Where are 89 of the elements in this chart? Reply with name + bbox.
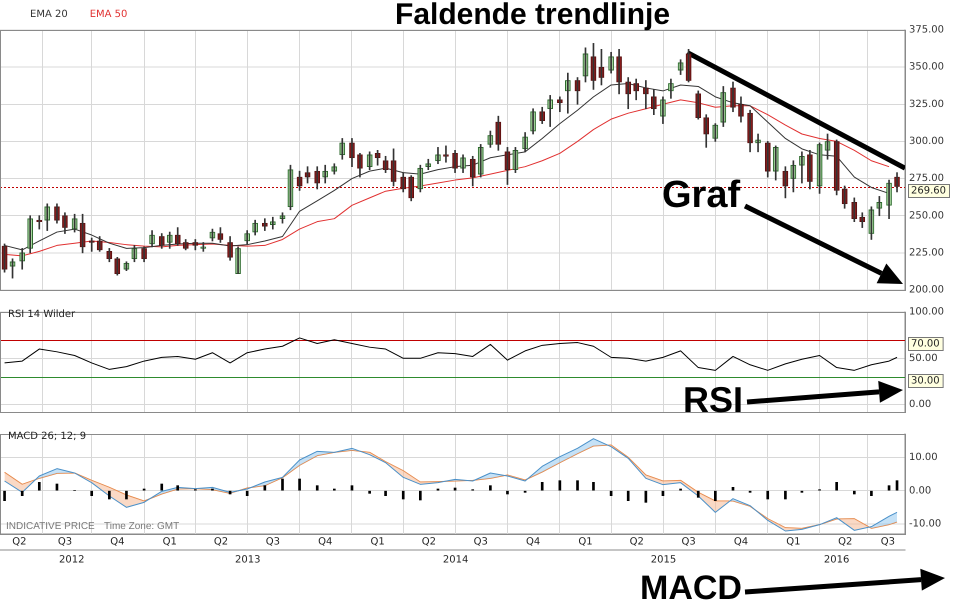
bar [835,482,838,490]
x-tick-label: Q2 [12,536,26,548]
bar [540,482,544,490]
x-tick-label: Q3 [474,536,488,548]
bar [784,490,787,500]
text: MACD [640,569,742,607]
bar [870,490,873,496]
bar [298,478,301,490]
bar [350,485,354,490]
x-tick-label: Q3 [681,536,696,548]
annotation: Time Zone: GMT [104,521,180,532]
ref-line-label: 70.00 [911,338,940,350]
x-tick-label: Q1 [370,536,385,548]
x-tick-label: Q4 [318,536,332,548]
x-tick-label: Q3 [58,536,72,548]
x2-tick-label: 2012 [59,554,84,566]
chart-title: MACD 26; 12; 9 [8,431,86,442]
y-tick-label: 375.00 [909,24,944,36]
bar [896,480,898,490]
bar [38,482,41,490]
bar [228,490,232,494]
bar [176,485,180,490]
y-tick-label: 300.00 [909,136,944,148]
ref-line-label: 30.00 [911,376,940,387]
bar [418,490,422,500]
x-tick-label: Q1 [786,536,800,548]
x-tick-label: Q3 [880,536,896,548]
y-tick-label: 200.00 [909,284,944,296]
y-tick-label: -10.00 [909,518,942,530]
bar [852,490,856,494]
bar [402,490,405,500]
bar [316,485,319,490]
y-tick-label: 0.00 [909,399,932,410]
bar [610,490,612,496]
x2-tick-label: 2013 [235,554,260,566]
y-tick-label: 50.00 [909,352,938,364]
bar [264,485,266,490]
annotation: Graf [662,174,740,216]
bar [592,482,595,490]
bar [662,490,664,496]
bar [489,485,492,490]
y-tick-label: 350.00 [909,62,944,73]
bar [506,490,509,494]
bar [576,480,579,490]
y-tick-label: 225.00 [909,247,944,258]
y-tick-label: 325.00 [909,98,944,110]
bar [246,490,249,496]
bar [558,480,562,490]
x-tick-label: Q2 [422,536,436,548]
x-tick-label: Q4 [110,536,124,548]
annotation: RSI [683,379,744,420]
x-tick-label: Q4 [526,536,540,548]
bar [626,490,630,501]
bar [90,490,94,496]
x2-tick-label: 2015 [650,554,676,566]
chart-title: RSI 14 Wilder [8,309,76,320]
annotation: INDICATIVE PRICE [6,521,95,532]
text: EMA 50 [90,9,128,20]
x-tick-label: Q2 [838,536,852,548]
bar [20,490,24,496]
y-tick-label: 100.00 [909,306,944,318]
y-tick-label: 250.00 [909,210,944,222]
bar [766,490,770,500]
bar [888,485,890,490]
bar [160,484,164,490]
text: EMA 20 [30,9,68,20]
bar [384,490,387,496]
bar [3,490,6,501]
x2-tick-label: 2016 [824,554,850,566]
annotation: Faldende trendlinje [395,0,670,31]
y-tick-label: 275.00 [909,173,944,184]
ref-line-label: 269.60 [911,186,946,197]
bar [281,478,284,490]
bar [732,487,734,490]
bar [125,490,128,500]
x-tick-label: Q4 [734,536,748,548]
x-tick-label: Q3 [266,536,280,548]
x-tick-label: Q2 [630,536,644,548]
bar [714,490,717,501]
bar [644,490,648,503]
x-tick-label: Q1 [578,536,593,548]
bar [454,488,456,490]
y-tick-label: 0.00 [909,485,932,496]
x2-tick-label: 2014 [442,554,468,566]
x-tick-label: Q1 [162,536,177,548]
bar [108,490,111,500]
bar [56,484,58,490]
y-tick-label: 10.00 [909,452,938,463]
x-tick-label: Q2 [214,536,228,548]
